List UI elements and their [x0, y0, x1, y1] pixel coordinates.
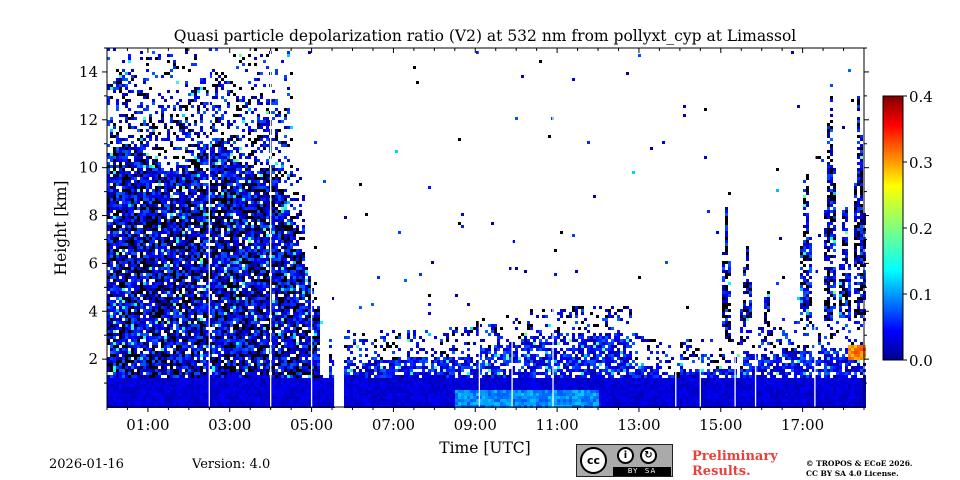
copyright-notice: © TROPOS & ECoE 2026. CC BY SA 4.0 Licen… — [806, 459, 956, 479]
y-tick-label: 4 — [88, 302, 98, 320]
colorbar-ticks: 0.0 0.1 0.2 0.3 0.4 — [903, 88, 933, 370]
preliminary-line2: Results. — [692, 464, 751, 479]
data-gap — [334, 48, 343, 407]
y-tick-label: 12 — [79, 111, 98, 129]
version-label: Version: 4.0 — [192, 457, 271, 472]
y-tick-label: 10 — [79, 159, 98, 177]
x-tick-label: 05:00 — [290, 416, 333, 434]
profile-gaps — [208, 48, 816, 407]
y-tick-label: 6 — [88, 254, 98, 272]
copyright-line1: © TROPOS & ECoE 2026. — [806, 459, 913, 468]
y-tick-label: 14 — [79, 63, 98, 81]
colorbar — [882, 95, 904, 361]
y-tick-label: 8 — [88, 207, 98, 225]
attribution-icon: i — [617, 447, 634, 464]
x-axis-label: Time [UTC] — [439, 439, 530, 457]
license-sa: SA — [644, 467, 657, 475]
preliminary-notice: Preliminary Results. — [692, 449, 802, 479]
copyright-line2: CC BY SA 4.0 License. — [806, 469, 899, 478]
colorbar-tick-label: 0.3 — [909, 154, 933, 172]
x-tick-label: 17:00 — [781, 416, 824, 434]
x-tick-label: 15:00 — [699, 416, 742, 434]
plot-area — [106, 47, 866, 408]
x-axis-ticks: 01:00 03:00 05:00 07:00 09:00 11:00 13:00 15:00… — [106, 48, 865, 434]
cc-icon: cc — [580, 447, 607, 474]
y-axis-ticks: 2 4 6 8 10 12 14 — [79, 47, 869, 384]
heatmap-cells — [107, 48, 866, 408]
colorbar-tick-label: 0.0 — [909, 352, 933, 370]
preliminary-line1: Preliminary — [692, 449, 778, 464]
x-tick-label: 07:00 — [372, 416, 415, 434]
license-by: BY — [627, 467, 639, 475]
x-tick-label: 13:00 — [617, 416, 660, 434]
x-tick-label: 03:00 — [208, 416, 251, 434]
y-axis-label: Height [km] — [52, 181, 70, 276]
colorbar-tick-label: 0.1 — [909, 286, 933, 304]
colorbar-tick-label: 0.2 — [909, 220, 933, 238]
x-tick-label: 09:00 — [454, 416, 497, 434]
y-tick-label: 2 — [88, 350, 98, 368]
chart-title: Quasi particle depolarization ratio (V2)… — [174, 27, 797, 45]
plot-frame — [106, 47, 865, 408]
cc-license-badge: cc i ↻ BY SA — [576, 444, 673, 477]
colorbar-tick-label: 0.4 — [909, 88, 933, 106]
x-tick-label: 01:00 — [126, 416, 169, 434]
license-strip: BY SA — [613, 467, 671, 476]
share-alike-icon: ↻ — [640, 447, 657, 464]
date-label: 2026-01-16 — [49, 457, 124, 472]
x-tick-label: 11:00 — [535, 416, 578, 434]
